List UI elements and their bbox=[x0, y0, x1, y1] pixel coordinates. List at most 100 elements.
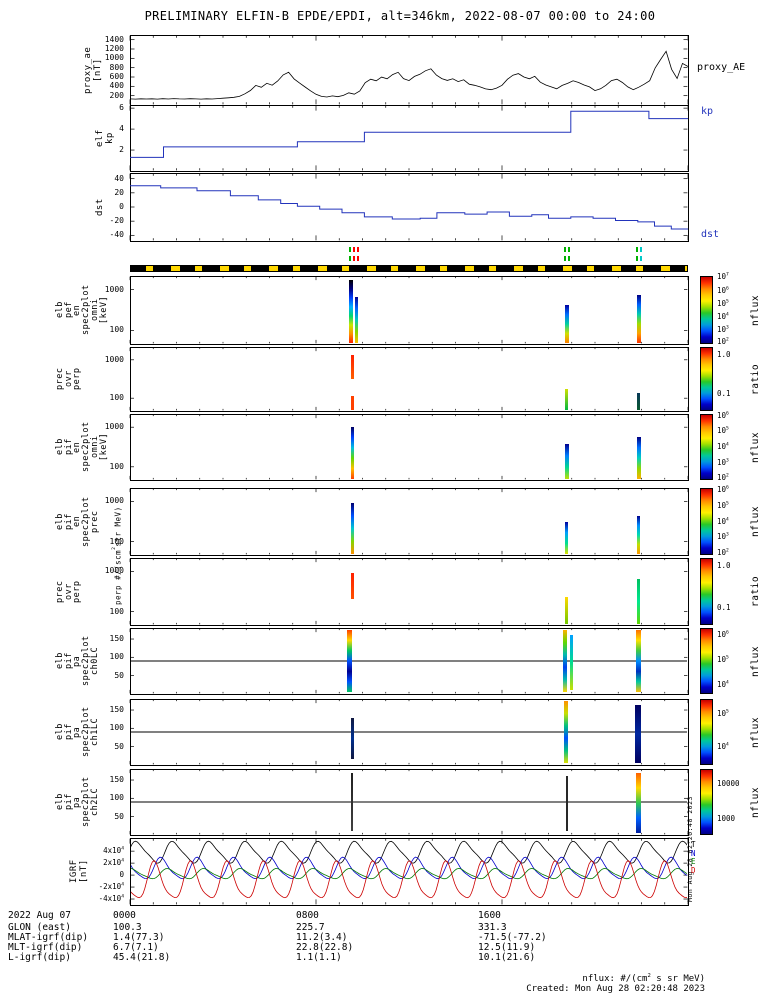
panel-y-label: ch2LC bbox=[90, 787, 100, 817]
bottom-row-label: MLAT-igrf(dip) bbox=[8, 932, 89, 943]
colorbar-tick-label: 1.0 bbox=[717, 561, 731, 571]
spectro-event bbox=[565, 776, 568, 831]
colorbar bbox=[700, 628, 713, 694]
spectro-event bbox=[565, 388, 569, 410]
spectro-event bbox=[350, 717, 354, 759]
colorbar-tick-label: 105 bbox=[717, 298, 729, 308]
event-marker bbox=[635, 247, 638, 264]
colorbar-tick-label: 10000 bbox=[717, 778, 740, 788]
event-marker bbox=[352, 247, 355, 264]
colorbar bbox=[700, 558, 713, 625]
y-tick-label: 800 bbox=[109, 62, 124, 72]
proxy-ae-right-label: proxy_AE bbox=[697, 62, 746, 73]
colorbar bbox=[700, 699, 713, 765]
igrf-legend-D: D bbox=[691, 865, 696, 875]
y-tick-label: 150 bbox=[109, 775, 124, 785]
bottom-row-label: GLON (east) bbox=[8, 922, 71, 933]
colorbar-tick-label: 106 bbox=[717, 485, 729, 494]
panel-y-label: ch0LC bbox=[90, 646, 100, 676]
panel-y-label: [nT] bbox=[93, 58, 103, 82]
y-tick-label: 1000 bbox=[104, 53, 124, 63]
bottom-row-value: 12.5(11.9) bbox=[478, 942, 536, 953]
bottom-row-value: 22.8(22.8) bbox=[296, 942, 354, 953]
event-marker bbox=[563, 247, 566, 264]
spectro-event bbox=[637, 392, 641, 410]
colorbar-tick-label: 102 bbox=[717, 547, 729, 557]
colorbar-tick-label: 106 bbox=[717, 410, 729, 420]
y-tick-label: 1000 bbox=[104, 422, 124, 432]
y-tick-label: -2x104 bbox=[98, 882, 124, 892]
y-tick-label: 200 bbox=[109, 90, 124, 100]
y-tick-label: 1400 bbox=[104, 34, 124, 44]
bottom-row-label: 2022 Aug 07 bbox=[8, 910, 71, 921]
bottom-row-value: 45.4(21.8) bbox=[113, 952, 171, 963]
bottom-row-value: 1600 bbox=[478, 910, 501, 921]
y-tick-label: 0 bbox=[119, 202, 124, 211]
event-marker bbox=[348, 247, 351, 264]
panel-y-label: spec2plot bbox=[80, 706, 91, 758]
colorbar-tick-label: 104 bbox=[717, 311, 729, 321]
spectro-event bbox=[636, 630, 642, 692]
bottom-row-value: 10.1(21.6) bbox=[478, 952, 536, 963]
y-tick-label: 600 bbox=[109, 72, 124, 81]
spectro-event bbox=[565, 596, 569, 624]
spectro-event bbox=[636, 772, 642, 833]
colorbar-title: nflux bbox=[750, 294, 761, 326]
event-marker bbox=[639, 247, 642, 264]
y-tick-label: 100 bbox=[109, 536, 124, 546]
spectro-frame-elb_pif_en_spec2plot_omni bbox=[130, 414, 689, 481]
colorbar-tick-label: 105 bbox=[717, 708, 729, 718]
colorbar-tick-label: 102 bbox=[717, 336, 729, 346]
spectro-event bbox=[636, 295, 641, 343]
y-tick-label: 100 bbox=[109, 652, 124, 662]
spectro-event bbox=[350, 573, 354, 600]
panel-y-label: proxy_ae bbox=[83, 46, 93, 94]
igrf-legend-N: N bbox=[691, 848, 696, 858]
igrf-line-N bbox=[131, 856, 687, 880]
spectro-frame-prec_ovr_perp_2 bbox=[130, 558, 689, 626]
colorbar-tick-label: 105 bbox=[717, 426, 729, 436]
spectro-event bbox=[637, 578, 641, 624]
panel-y-label: spec2plot bbox=[80, 496, 91, 547]
colorbar-tick-label: 105 bbox=[717, 654, 729, 664]
colorbar-title: nflux bbox=[750, 716, 761, 748]
colorbar-tick-label: 1000 bbox=[717, 813, 736, 823]
colorbar-tick-label: 107 bbox=[717, 272, 729, 282]
y-tick-label: 100 bbox=[109, 325, 124, 335]
spectro-frame-elb_pef_en_spec2plot_omni bbox=[130, 276, 689, 345]
colorbar-tick-label: 104 bbox=[717, 516, 729, 526]
y-tick-label: 6 bbox=[119, 103, 124, 113]
dst-line bbox=[130, 185, 688, 230]
bottom-row-value: 6.7(7.1) bbox=[113, 942, 159, 953]
bottom-row-value: 331.3 bbox=[478, 922, 507, 933]
y-tick-label: -20 bbox=[109, 216, 124, 226]
spectro-event bbox=[563, 701, 568, 763]
colorbar-title: ratio bbox=[750, 363, 761, 395]
colorbar-tick-label: 102 bbox=[717, 473, 729, 483]
kp-right-label: kp bbox=[701, 106, 714, 117]
panel-y-label: ch1LC bbox=[90, 717, 100, 747]
colorbar bbox=[700, 769, 713, 835]
panel-y-label: [nT] bbox=[79, 859, 89, 884]
panel-y-label: spec2plot bbox=[80, 776, 91, 828]
bottom-row-value: 0800 bbox=[296, 910, 319, 921]
spectro-event bbox=[565, 521, 569, 554]
y-tick-label: 100 bbox=[109, 723, 124, 733]
panel-y-label: spec2plot bbox=[80, 635, 91, 687]
y-tick-label: -4x104 bbox=[98, 894, 124, 904]
panel-y-label: perp bbox=[72, 367, 82, 391]
y-tick-label: 100 bbox=[109, 793, 124, 803]
spectro-event bbox=[637, 516, 641, 554]
spectro-frame-elb_pif_en_spec2plot_prec bbox=[130, 488, 689, 556]
igrf-line-E bbox=[131, 868, 687, 880]
panel-y-label: [keV] bbox=[98, 432, 109, 462]
spectro-frame-elb_pif_pa_spec2plot_ch2LC bbox=[130, 769, 689, 836]
page-title: PRELIMINARY ELFIN-B EPDE/EPDI, alt=346km… bbox=[144, 9, 656, 23]
colorbar-tick-label: 106 bbox=[717, 629, 729, 639]
spectro-event bbox=[562, 630, 567, 692]
colorbar bbox=[700, 414, 713, 480]
y-tick-label: 2x104 bbox=[103, 858, 124, 868]
spectro-frame-elb_pif_pa_spec2plot_ch1LC bbox=[130, 699, 689, 766]
